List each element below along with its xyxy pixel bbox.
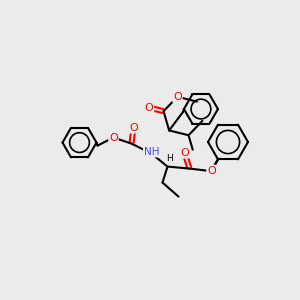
Text: O: O [109, 133, 118, 142]
Text: O: O [173, 92, 182, 102]
Text: O: O [145, 103, 153, 112]
Text: O: O [180, 148, 189, 158]
Text: O: O [129, 123, 138, 133]
Text: O: O [207, 166, 216, 176]
Text: H: H [166, 154, 173, 163]
Text: NH: NH [144, 147, 159, 157]
